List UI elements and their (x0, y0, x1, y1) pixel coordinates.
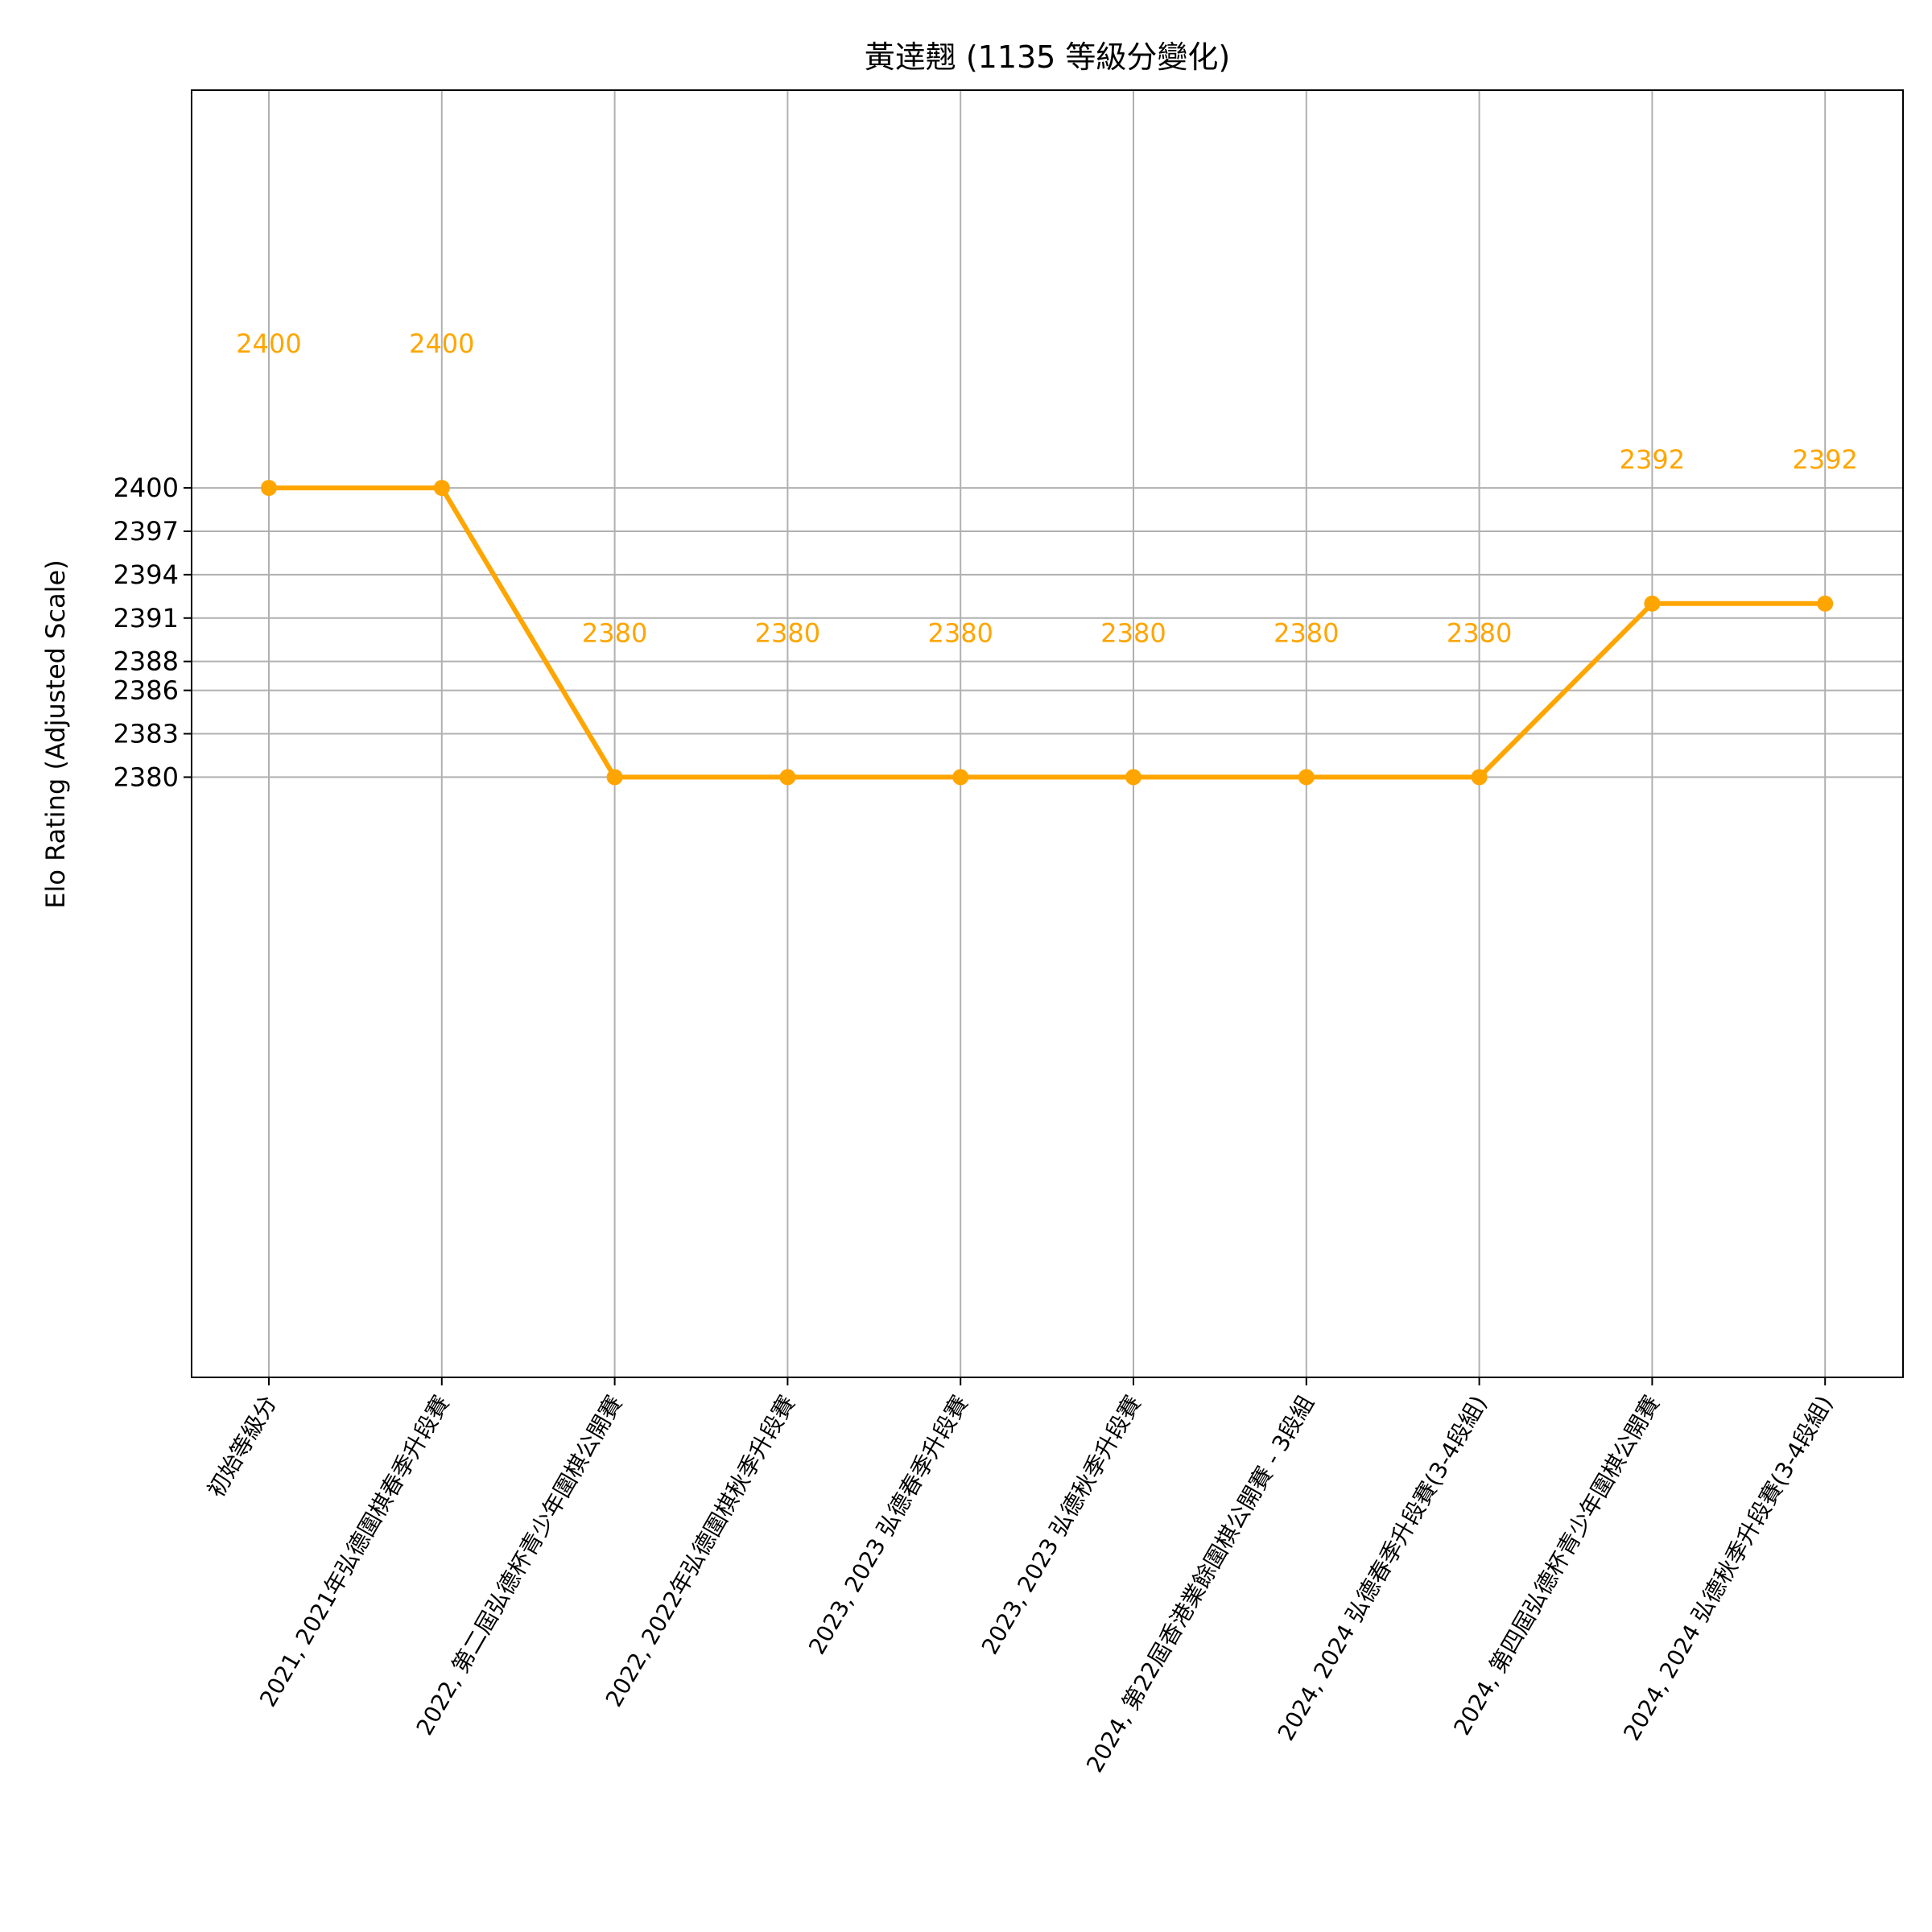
y-tick-label: 2394 (114, 559, 179, 590)
data-label: 2380 (1274, 617, 1339, 648)
y-tick-label: 2397 (114, 516, 179, 547)
data-label: 2400 (409, 328, 474, 359)
y-tick-label: 2391 (114, 603, 179, 634)
data-label: 2392 (1620, 444, 1685, 475)
x-tick-label: 2024, 第四屆弘德杯青少年圍棋公開賽 (1448, 1391, 1665, 1740)
data-label: 2380 (755, 617, 820, 648)
x-tick-label: 2024, 2024 弘德秋季升段賽(3-4段組) (1618, 1391, 1838, 1745)
data-point (952, 769, 969, 786)
data-label: 2380 (927, 617, 993, 648)
data-point (1125, 769, 1141, 786)
x-tick-label: 2022, 第二屆弘德杯青少年圍棋公開賽 (411, 1391, 628, 1740)
data-label: 2380 (1100, 617, 1166, 648)
x-tick-label: 初始等級分 (202, 1391, 282, 1502)
series-layer (261, 480, 1834, 786)
x-tick-label: 2024, 2024 弘德春季升段賽(3-4段組) (1273, 1391, 1492, 1745)
series-line (269, 485, 1826, 780)
y-tick-label: 2400 (114, 473, 179, 503)
data-label: 2392 (1792, 444, 1857, 475)
data-label: 2380 (582, 617, 647, 648)
y-tick-label: 2388 (114, 646, 179, 677)
data-point (1471, 769, 1488, 786)
y-tick-label: 2380 (114, 762, 179, 792)
data-label-layer: 2400 2400 2380 2380 2380 2380 2380 2380 2392 2392 (236, 328, 1858, 648)
x-tick-label: 2023, 2023 弘德秋季升段賽 (976, 1391, 1146, 1659)
x-tick-label: 2022, 2022年弘德圍棋秋季升段賽 (601, 1391, 801, 1711)
data-label: 2400 (236, 328, 301, 359)
data-point (1817, 595, 1834, 612)
y-tick-label: 2383 (114, 719, 179, 749)
x-tick-label: 2023, 2023 弘德春季升段賽 (803, 1391, 973, 1659)
y-axis-label: Elo Rating (Adjusted Scale) (40, 559, 71, 908)
y-tick-label: 2386 (114, 675, 179, 706)
chart-title: 黃逹翹 (1135 等級分變化) (865, 39, 1231, 75)
data-label: 2380 (1447, 617, 1512, 648)
data-point (433, 480, 450, 497)
x-tick-label: 2021, 2021年弘德圍棋春季升段賽 (254, 1391, 455, 1711)
data-point (606, 769, 623, 786)
data-point (1644, 595, 1661, 612)
data-point (779, 769, 796, 786)
data-point (261, 480, 277, 497)
grid-layer (192, 90, 1903, 1377)
data-point (1298, 769, 1315, 786)
